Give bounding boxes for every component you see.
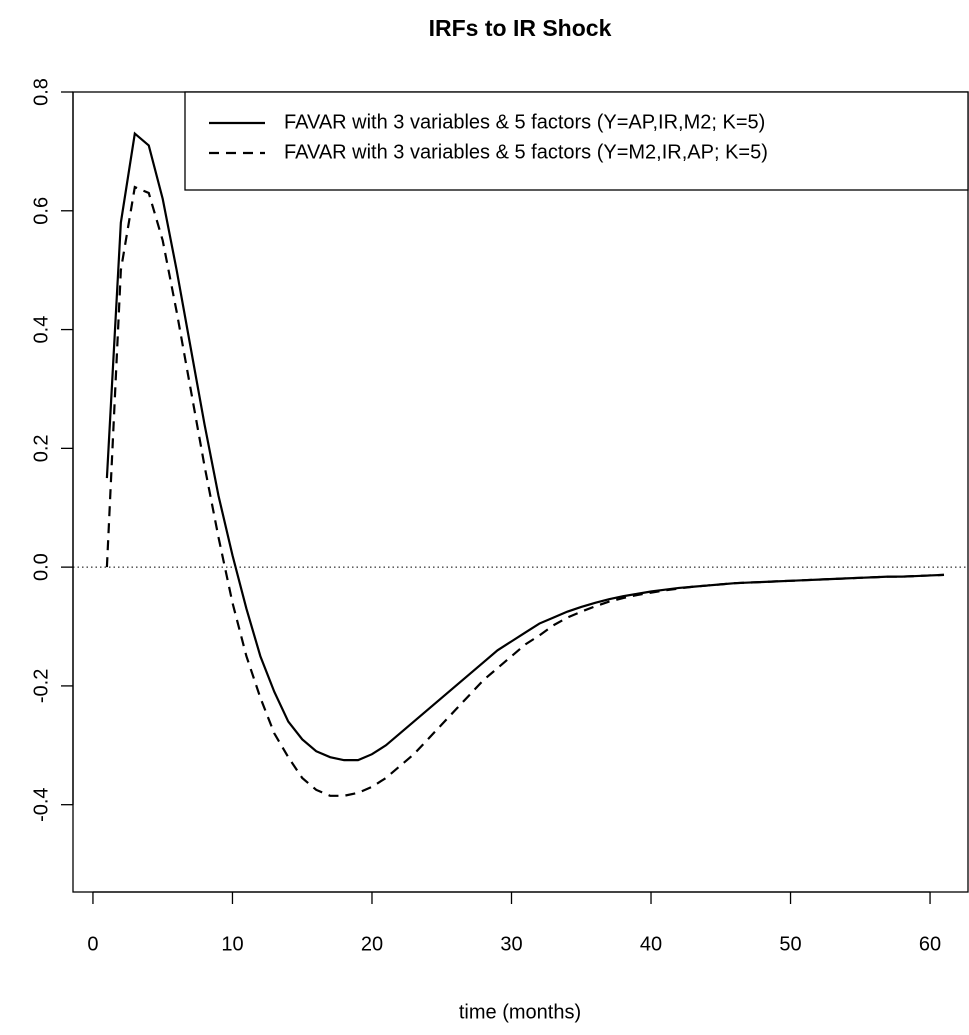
legend-label: FAVAR with 3 variables & 5 factors (Y=M2… xyxy=(284,141,768,163)
x-tick-label: 40 xyxy=(640,933,662,955)
series-line xyxy=(105,185,945,797)
y-tick-label: 0.0 xyxy=(30,553,52,581)
y-tick-label: -0.2 xyxy=(30,669,52,703)
x-tick-label: 0 xyxy=(87,933,98,955)
y-tick-label: 0.2 xyxy=(30,434,52,462)
y-tick-label: 0.8 xyxy=(30,78,52,106)
x-tick-label: 20 xyxy=(361,933,383,955)
x-tick-label: 50 xyxy=(779,933,801,955)
x-axis-label: time (months) xyxy=(459,1001,581,1023)
legend-label: FAVAR with 3 variables & 5 factors (Y=AP… xyxy=(284,111,765,133)
y-tick-label: 0.6 xyxy=(30,197,52,225)
chart-title: IRFs to IR Shock xyxy=(429,15,612,41)
y-tick-label: 0.4 xyxy=(30,316,52,344)
x-tick-label: 60 xyxy=(919,933,941,955)
x-tick-label: 10 xyxy=(221,933,243,955)
legend-box xyxy=(184,91,969,191)
x-tick-label: 30 xyxy=(500,933,522,955)
y-tick-label: -0.4 xyxy=(30,787,52,821)
